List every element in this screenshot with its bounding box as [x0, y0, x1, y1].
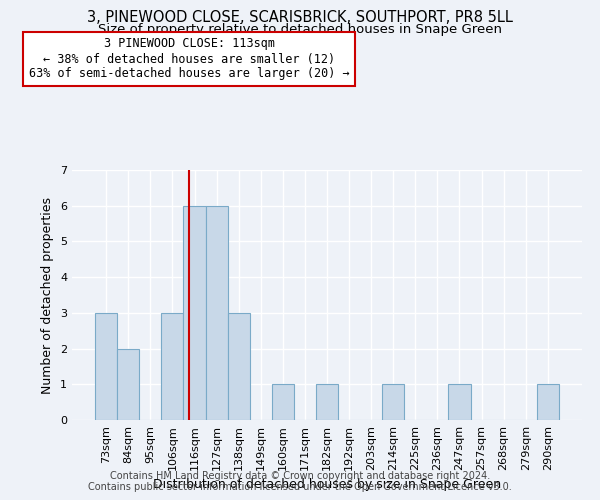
Text: 3 PINEWOOD CLOSE: 113sqm
← 38% of detached houses are smaller (12)
63% of semi-d: 3 PINEWOOD CLOSE: 113sqm ← 38% of detach…	[29, 38, 349, 80]
Bar	[316, 384, 338, 420]
Bar	[537, 384, 559, 420]
Bar	[227, 313, 250, 420]
Bar	[382, 384, 404, 420]
Bar	[206, 206, 227, 420]
Bar	[117, 348, 139, 420]
Bar	[448, 384, 470, 420]
Bar	[184, 206, 206, 420]
Text: 3, PINEWOOD CLOSE, SCARISBRICK, SOUTHPORT, PR8 5LL: 3, PINEWOOD CLOSE, SCARISBRICK, SOUTHPOR…	[87, 10, 513, 25]
Y-axis label: Number of detached properties: Number of detached properties	[41, 196, 55, 394]
Text: Contains HM Land Registry data © Crown copyright and database right 2024.
Contai: Contains HM Land Registry data © Crown c…	[88, 471, 512, 492]
Bar	[161, 313, 184, 420]
Bar	[95, 313, 117, 420]
Text: Size of property relative to detached houses in Snape Green: Size of property relative to detached ho…	[98, 22, 502, 36]
Bar	[272, 384, 294, 420]
X-axis label: Distribution of detached houses by size in Snape Green: Distribution of detached houses by size …	[153, 478, 501, 492]
